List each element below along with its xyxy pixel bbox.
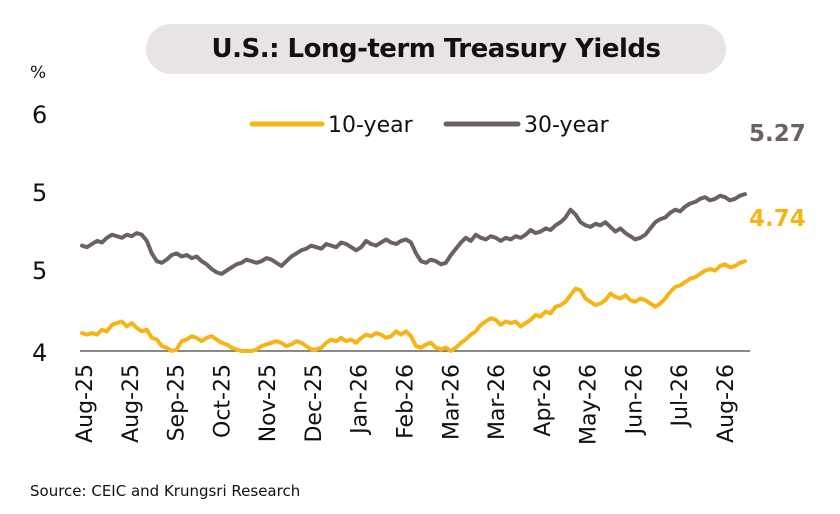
y-tick-label: 4 (32, 339, 47, 367)
x-tick-label: Feb-26 (394, 364, 419, 439)
x-tick-label: Oct-25 (210, 364, 235, 438)
x-tick-label: Nov-25 (256, 364, 281, 442)
y-tick-label: 6 (32, 101, 47, 129)
end-label-10-year: 4.74 (749, 206, 806, 232)
x-tick-label: Jul-26 (668, 364, 693, 428)
x-tick-label: May-26 (577, 364, 602, 445)
x-tick-label: Apr-26 (531, 364, 556, 437)
x-tick-label: Aug-26 (714, 364, 739, 443)
chart-title-pill: U.S.: Long-term Treasury Yields (146, 24, 726, 74)
x-tick-label: Aug-25 (73, 364, 98, 443)
x-tick-label: Jan-26 (348, 364, 373, 436)
y-tick-label: 5 (32, 179, 47, 207)
x-tick-label: Sep-25 (165, 364, 190, 441)
legend-label-30-year: 30-year (524, 113, 610, 138)
series-30-year-line (80, 192, 747, 276)
chart-title: U.S.: Long-term Treasury Yields (211, 34, 661, 64)
x-tick-label: Dec-25 (302, 364, 327, 443)
y-axis-unit-label: % (30, 63, 46, 83)
source-note: Source: CEIC and Krungsri Research (30, 482, 301, 500)
x-tick-label: Mar-26 (485, 364, 510, 440)
series-10-year-line (80, 259, 747, 353)
end-label-30-year: 5.27 (749, 121, 806, 147)
legend-label-10-year: 10-year (328, 113, 414, 138)
x-tick-label: Mar-26 (439, 364, 464, 440)
x-tick-label: Aug-25 (119, 364, 144, 443)
x-tick-label: Jun-26 (622, 364, 647, 436)
y-tick-label: 5 (32, 257, 47, 285)
